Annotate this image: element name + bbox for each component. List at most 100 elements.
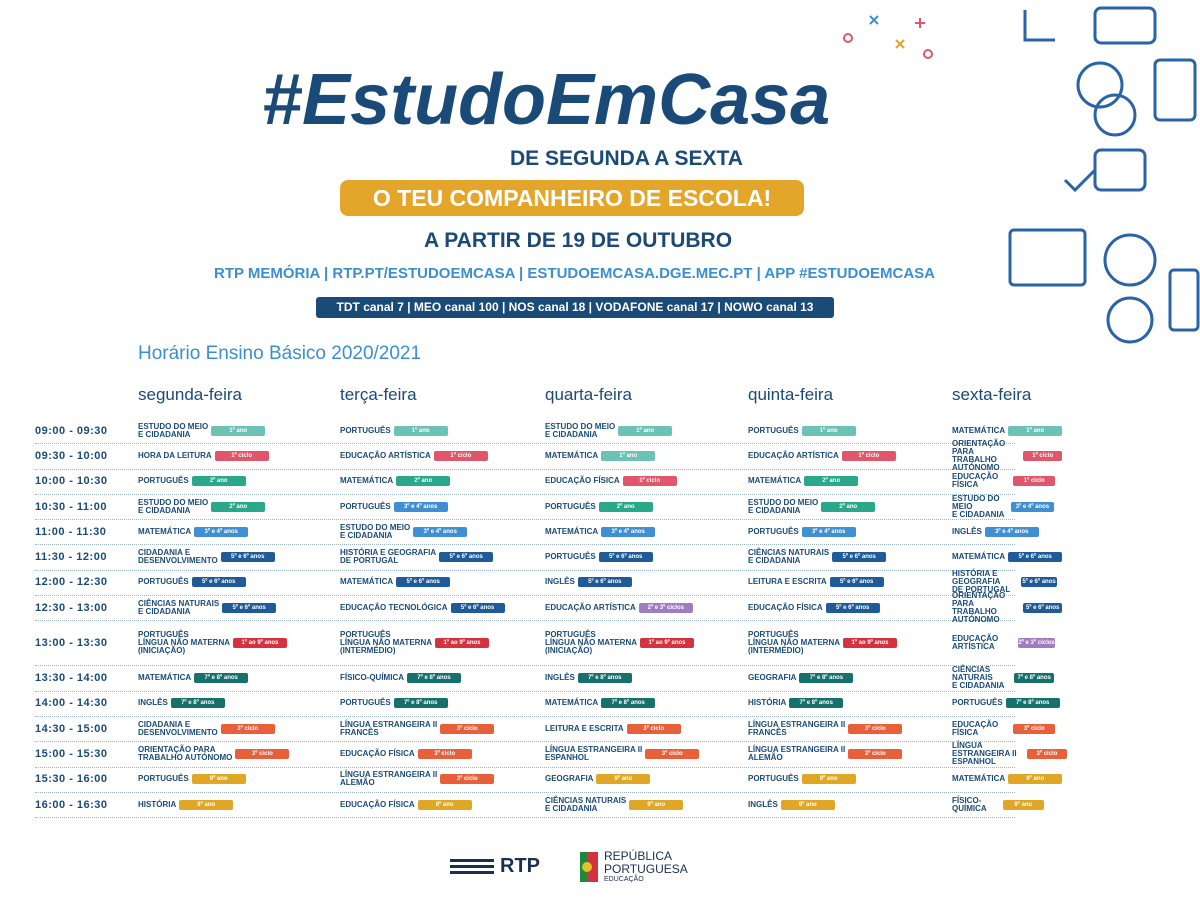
grade-level-badge: 5º e 6º anos [439,552,494,563]
lesson-cell: ESTUDO DO MEIO E CIDADANIA 3º e 4º anos [952,494,1054,519]
lesson-cell: ORIENTAÇÃO PARA TRABALHO AUTÓNOMO 5º e 6º… [952,591,1063,623]
grade-level-badge: 2º ano [396,476,451,487]
lesson-cell: EDUCAÇÃO FÍSICA 1º ciclo [545,469,677,494]
lesson-cell: EDUCAÇÃO FÍSICA 5º e 6º anos [748,595,880,620]
channels-links: RTP MEMÓRIA | RTP.PT/ESTUDOEMCASA | ESTU… [214,265,935,282]
grade-level-badge: 5º e 6º anos [825,602,880,613]
subject-name: MATEMÁTICA [952,425,1006,435]
lesson-cell: LÍNGUA ESTRANGEIRA II FRANCÊS 3º ciclo [340,716,495,741]
grade-level-badge: 5º e 6º anos [396,577,451,588]
lesson-cell: PORTUGUÊS 3º e 4º anos [748,519,856,544]
grade-level-badge: 3º ciclo [645,748,700,759]
lesson-cell: PORTUGUÊS LÍNGUA NÃO MATERNA (INTERMÉDIO… [340,620,489,665]
grade-level-badge: 7º e 8º anos [170,698,225,709]
subject-name: EDUCAÇÃO ARTÍSTICA [748,450,839,460]
grade-level-badge: 1º ciclo [841,450,896,461]
grade-level-badge: 7º e 8º anos [393,698,448,709]
lesson-cell: ESTUDO DO MEIO E CIDADANIA 1º ano [545,418,673,443]
lesson-cell: PORTUGUÊS LÍNGUA NÃO MATERNA (INICIAÇÃO)… [138,620,287,665]
grade-level-badge: 2º e 3º ciclos [1017,637,1056,648]
subject-name: EDUCAÇÃO FÍSICA [340,799,415,809]
lesson-cell: CIÊNCIAS NATURAIS E CIDADANIA 5º e 6º ano… [138,595,277,620]
grade-level-badge: 2º ano [821,501,876,512]
subject-name: PORTUGUÊS [340,425,391,435]
subject-name: PORTUGUÊS [340,501,391,511]
subject-name: FÍSICO-QUÍMICA [952,795,987,813]
subject-name: LÍNGUA ESTRANGEIRA II ESPANHOL [952,740,1017,766]
lesson-cell: HISTÓRIA 9º ano [138,792,234,817]
grade-level-badge: 5º e 6º anos [191,577,246,588]
subject-name: LÍNGUA ESTRANGEIRA II ALEMÃO [748,744,846,762]
subject-name: ESTUDO DO MEIO E CIDADANIA [138,421,209,439]
grade-level-badge: 7º e 8º anos [1005,698,1060,709]
grade-level-badge: 1º ano [211,425,266,436]
table-row: 10:30 - 11:00 ESTUDO DO MEIO E CIDADANIA 2… [35,494,1054,521]
lesson-cell: PORTUGUÊS 1º ano [748,418,856,443]
lesson-cell: INGLÊS 7º e 8º anos [138,691,225,716]
lesson-cell: CIDADANIA E DESENVOLVIMENTO 3º ciclo [138,716,275,741]
subject-name: ESTUDO DO MEIO E CIDADANIA [138,497,209,515]
lesson-cell: PORTUGUÊS 7º e 8º anos [952,691,1060,716]
lesson-cell: INGLÊS 7º e 8º anos [545,665,632,690]
subject-name: MATEMÁTICA [138,526,192,536]
lesson-cell: EDUCAÇÃO FÍSICA 3º ciclo [340,741,472,766]
subject-name: EDUCAÇÃO TECNOLÓGICA [340,602,448,612]
lesson-cell: PORTUGUÊS LÍNGUA NÃO MATERNA (INICIAÇÃO)… [545,620,694,665]
table-row: 14:30 - 15:00 CIDADANIA E DESENVOLVIMENTO… [35,716,1056,743]
lesson-cell: LÍNGUA ESTRANGEIRA II ALEMÃO 3º ciclo [340,767,495,792]
republica-portuguesa-logo: REPÚBLICA PORTUGUESA EDUCAÇÃO [580,850,688,883]
lesson-cell: ESTUDO DO MEIO E CIDADANIA 2º ano [138,494,266,519]
subject-name: EDUCAÇÃO ARTÍSTICA [545,602,636,612]
subject-name: PORTUGUÊS [748,425,799,435]
grade-level-badge: 3º e 4º anos [1010,501,1054,512]
lesson-cell: GEOGRAFIA 9º ano [545,767,651,792]
subject-name: CIÊNCIAS NATURAIS E CIDADANIA [138,598,220,616]
day-header: sexta-feira [952,385,1032,404]
time-slot: 10:00 - 10:30 [35,475,108,488]
subject-name: GEOGRAFIA [748,673,797,683]
subject-name: LÍNGUA ESTRANGEIRA II FRANCÊS [748,719,846,737]
grade-level-badge: 7º e 8º anos [601,698,656,709]
lesson-cell: GEOGRAFIA 7º e 8º anos [748,665,854,690]
subject-name: PORTUGUÊS [138,774,189,784]
table-row: 16:00 - 16:30 HISTÓRIA 9º ano EDUCAÇÃO FÍSI… [35,792,1044,819]
grade-level-badge: 9º ano [1008,774,1063,785]
lesson-cell: HISTÓRIA 7º e 8º anos [748,691,844,716]
lesson-cell: CIÊNCIAS NATURAIS E CIDADANIA 5º e 6º ano… [748,545,887,570]
tagline-banner: O TEU COMPANHEIRO DE ESCOLA! [340,180,804,216]
subject-name: ESTUDO DO MEIO E CIDADANIA [340,522,411,540]
grade-level-badge: 1º ao 9º anos [233,637,287,648]
subject-name: LÍNGUA ESTRANGEIRA II ALEMÃO [340,770,438,788]
lesson-cell: LEITURA E ESCRITA 3º ciclo [545,716,681,741]
grade-level-badge: 9º ano [1003,799,1044,810]
table-row: 15:00 - 15:30 ORIENTAÇÃO PARA TRABALHO AU… [35,741,1067,768]
lesson-cell: FÍSICO-QUÍMICA 7º e 8º anos [340,665,461,690]
lesson-cell: PORTUGUÊS 3º e 4º anos [340,494,448,519]
subject-name: CIÊNCIAS NATURAIS E CIDADANIA [748,548,830,566]
table-row: 14:00 - 14:30 INGLÊS 7º e 8º anos PORTUGUÊS… [35,691,1060,717]
grade-level-badge: 5º e 6º anos [577,577,632,588]
table-row: 13:30 - 14:00 MATEMÁTICA 7º e 8º anos FÍSIC… [35,665,1054,692]
grade-level-badge: 3º ciclo [220,723,275,734]
lesson-cell: EDUCAÇÃO FÍSICA 9º ano [340,792,472,817]
grade-level-badge: 1º ao 9º anos [843,637,897,648]
grade-level-badge: 1º ano [618,425,673,436]
lesson-cell: EDUCAÇÃO ARTÍSTICA 1º ciclo [748,443,896,468]
grade-level-badge: 2º ano [804,476,859,487]
subject-name: MATEMÁTICA [545,526,599,536]
lesson-cell: CIÊNCIAS NATURAIS E CIDADANIA 7º e 8º ano… [952,665,1054,690]
grade-level-badge: 5º e 6º anos [832,552,887,563]
grade-level-badge: 7º e 8º anos [1014,673,1054,684]
lesson-cell: MATEMÁTICA 7º e 8º anos [545,691,656,716]
subject-name: ORIENTAÇÃO PARA TRABALHO AUTÓNOMO [952,438,1006,472]
lesson-cell: CIDADANIA E DESENVOLVIMENTO 5º e 6º anos [138,545,275,570]
grade-level-badge: 5º e 6º anos [220,552,275,563]
grade-level-badge: 2º ano [191,476,246,487]
subject-name: EDUCAÇÃO ARTÍSTICA [340,450,431,460]
grade-level-badge: 2º ano [211,501,266,512]
lesson-cell: HORA DA LEITURA 1º ciclo [138,443,269,468]
grade-level-badge: 1º ao 9º anos [640,637,694,648]
grade-level-badge: 3º e 4º anos [194,526,249,537]
grade-level-badge: 3º ciclo [848,723,903,734]
table-row: 12:00 - 12:30 PORTUGUÊS 5º e 6º anos MATEMÁ… [35,570,1058,597]
